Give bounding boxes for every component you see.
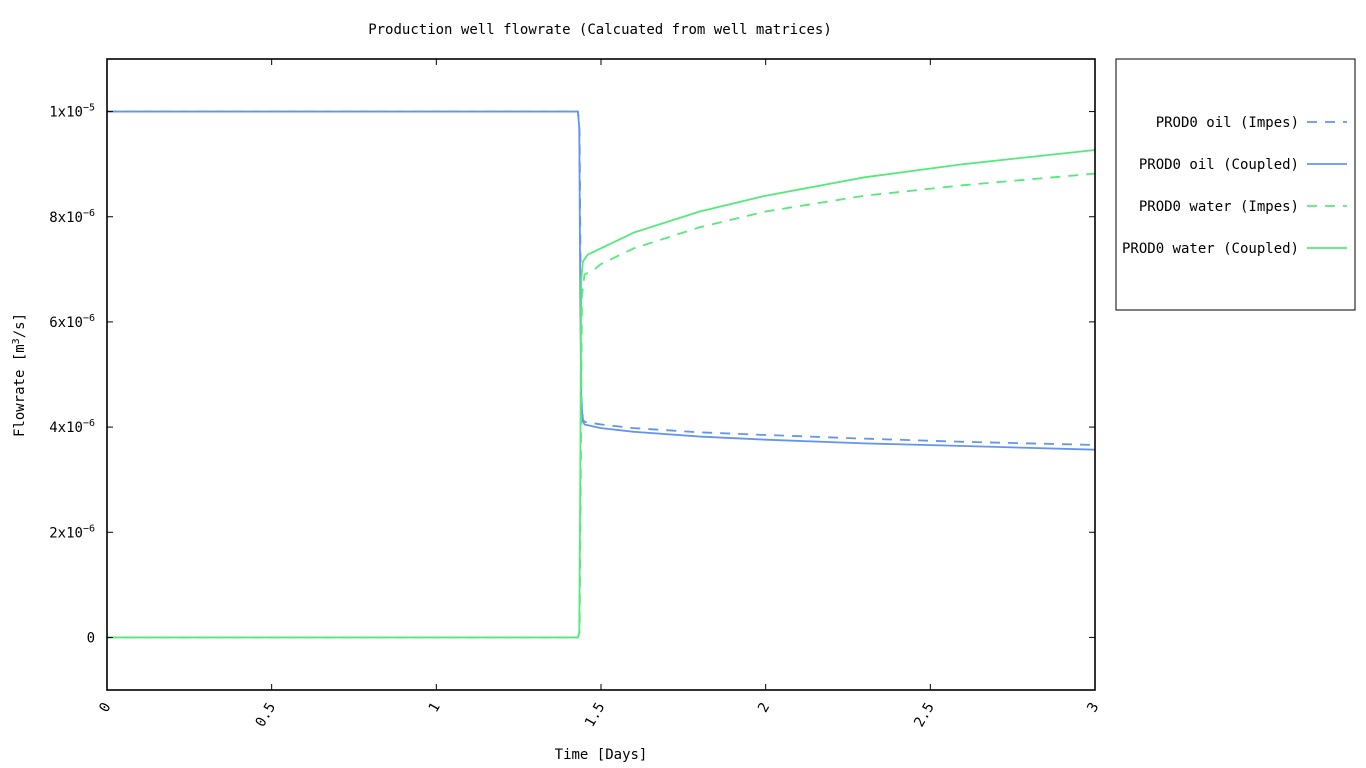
legend-label: PROD0 water (Impes)	[1139, 199, 1299, 215]
x-axis-label: Time [Days]	[555, 747, 648, 763]
y-tick-label: 1x10−5	[49, 103, 95, 121]
y-axis-label-sup: 3	[11, 338, 22, 344]
y-axis-label: Flowrate [m3/s]	[11, 313, 28, 437]
legend: PROD0 oil (Impes) PROD0 oil (Coupled) PROD…	[1115, 58, 1356, 311]
y-axis-ticks: 0 2x10−6 4x10−6 6x10−6 8x10−6 1x10−5	[49, 103, 1095, 646]
y-tick-label: 6x10−6	[49, 313, 95, 331]
x-tick-label: 1.5	[582, 700, 609, 730]
x-axis-ticks: 0 0.5 1 1.5 2 2.5 3	[96, 59, 1102, 730]
legend-label: PROD0 oil (Impes)	[1156, 115, 1299, 131]
y-tick-label: 4x10−6	[49, 418, 95, 436]
x-tick-label: 0.5	[253, 700, 280, 730]
y-axis-label-unit: /s]	[12, 313, 28, 338]
x-tick-label: 0	[96, 700, 114, 715]
y-tick-label: 2x10−6	[49, 523, 95, 541]
chart-title: Production well flowrate (Calcuated from…	[368, 22, 832, 38]
plot-frame	[106, 58, 1096, 691]
series-line-1	[107, 110, 1096, 446]
y-tick-label: 0	[87, 630, 95, 646]
series-line-2	[107, 110, 1096, 451]
legend-box	[1115, 58, 1356, 311]
y-tick-label: 8x10−6	[49, 208, 95, 226]
x-tick-label: 2	[755, 700, 773, 715]
legend-label: PROD0 oil (Coupled)	[1139, 157, 1299, 173]
series-line-3	[107, 172, 1096, 639]
y-axis-label-text: Flowrate [m	[12, 344, 28, 437]
x-tick-label: 2.5	[911, 700, 938, 730]
series-line-4	[107, 149, 1096, 639]
plot-marks	[107, 110, 1096, 639]
x-tick-label: 1	[426, 700, 444, 715]
legend-label: PROD0 water (Coupled)	[1122, 241, 1299, 257]
x-tick-label: 3	[1084, 700, 1102, 715]
